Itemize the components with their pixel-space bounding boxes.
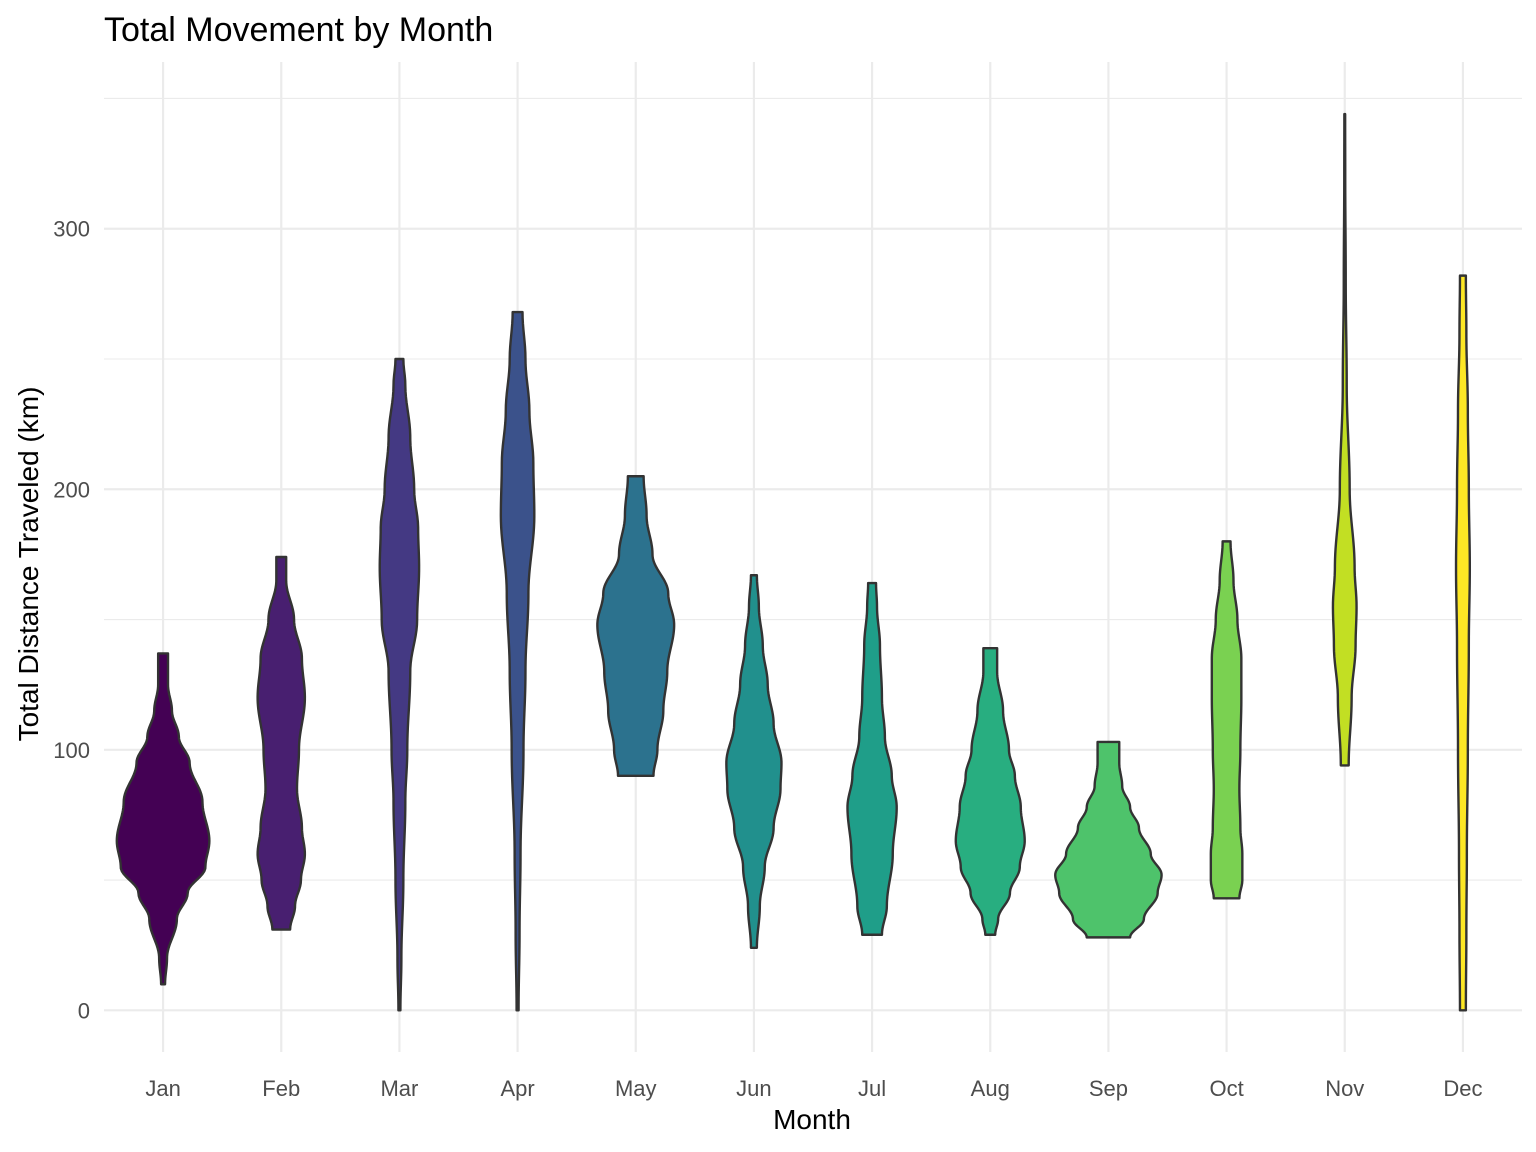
y-axis-title: Total Distance Traveled (km) (13, 387, 44, 742)
violin-nov (1331, 112, 1358, 767)
y-tick-label: 100 (53, 738, 90, 763)
x-axis-title: Month (773, 1104, 851, 1135)
y-tick-label: 0 (78, 998, 90, 1023)
violin-jul (846, 581, 898, 936)
x-tick-label: Oct (1209, 1076, 1243, 1101)
gridlines (104, 62, 1522, 1052)
chart-title: Total Movement by Month (104, 11, 493, 49)
violin-aug (954, 646, 1026, 936)
x-tick-label: Apr (500, 1076, 534, 1101)
x-tick-label: Sep (1089, 1076, 1128, 1101)
x-tick-label: Aug (971, 1076, 1010, 1101)
x-axis-ticks: Jan Feb Mar Apr May Jun Jul Aug Sep Oct Nov Dec (145, 1076, 1482, 1101)
violin-jun (725, 574, 783, 949)
violin-series (115, 112, 1472, 1012)
x-tick-label: Feb (262, 1076, 300, 1101)
violin-oct (1209, 540, 1244, 900)
violin-feb (256, 555, 307, 931)
x-tick-label: Jan (145, 1076, 180, 1101)
y-tick-label: 300 (53, 217, 90, 242)
violin-sep (1054, 740, 1163, 939)
y-tick-label: 200 (53, 477, 90, 502)
y-axis-ticks: 0 100 200 300 (53, 217, 90, 1024)
violin-mar (378, 357, 421, 1012)
violin-apr (499, 310, 536, 1012)
x-tick-label: Nov (1325, 1076, 1364, 1101)
x-tick-label: May (615, 1076, 657, 1101)
x-tick-label: Jul (858, 1076, 886, 1101)
x-tick-label: Mar (380, 1076, 418, 1101)
violin-may (596, 475, 676, 778)
violin-dec (1454, 274, 1472, 1012)
violin-jan (115, 652, 211, 986)
x-tick-label: Dec (1443, 1076, 1482, 1101)
x-tick-label: Jun (736, 1076, 771, 1101)
